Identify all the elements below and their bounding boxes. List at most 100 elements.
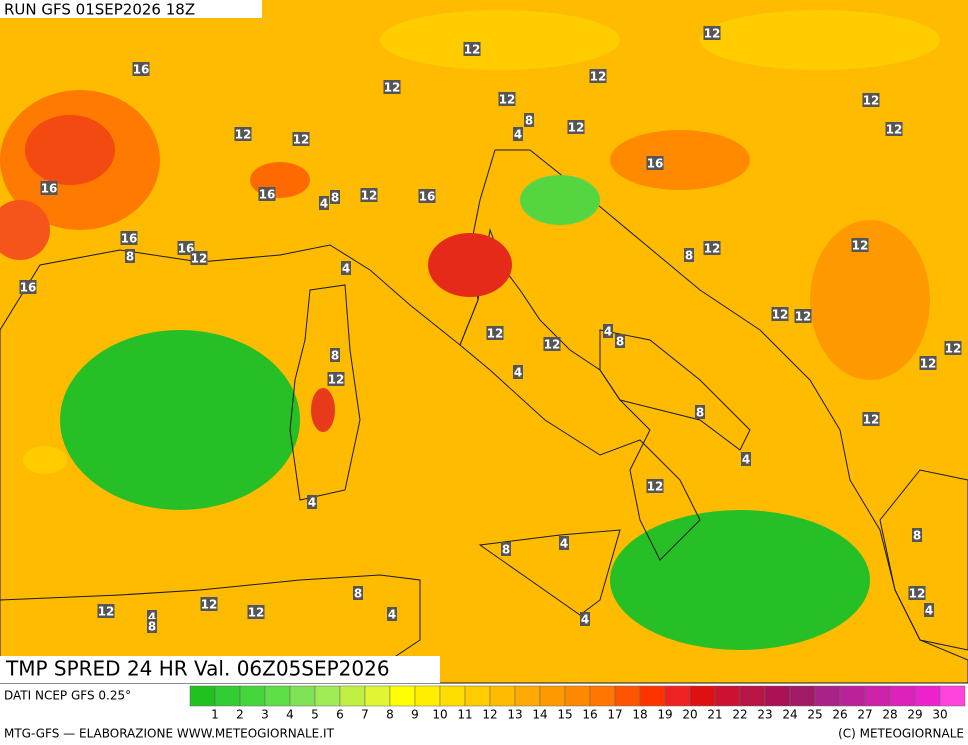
contour-label-text: 16 — [41, 182, 58, 196]
contour-label: 16 — [120, 231, 138, 246]
contour-label: 12 — [463, 42, 481, 57]
contour-label-box — [200, 597, 218, 611]
contour-label-text: 4 — [604, 325, 612, 339]
contour-label-box — [190, 251, 208, 265]
mild-area — [380, 10, 620, 70]
contour-label-box — [418, 189, 436, 203]
legend-level: 15 — [557, 708, 572, 722]
contour-label: 4 — [603, 324, 613, 339]
legend-level: 28 — [882, 708, 897, 722]
contour-label: 4 — [741, 452, 751, 467]
contour-label: 12 — [567, 120, 585, 135]
contour-label-box — [319, 196, 329, 210]
contour-label-text: 12 — [201, 598, 218, 612]
legend-swatch — [664, 685, 691, 707]
contour-label: 8 — [684, 248, 694, 263]
contour-label-box — [703, 26, 721, 40]
copyright: (C) METEOGIORNALE — [838, 727, 964, 741]
map-title: TMP SPRED 24 HR Val. 06Z05SEP2026 — [5, 657, 390, 681]
contour-label-text: 12 — [248, 606, 265, 620]
legend-swatch — [339, 685, 366, 707]
contour-label-box — [19, 280, 37, 294]
contour-label-text: 12 — [191, 252, 208, 266]
contour-label-text: 16 — [133, 63, 150, 77]
sea-shade — [520, 175, 600, 225]
contour-label: 12 — [292, 132, 310, 147]
contour-label: 12 — [646, 479, 664, 494]
contour-label: 12 — [908, 586, 926, 601]
contour-label-text: 12 — [863, 94, 880, 108]
legend-swatch — [239, 685, 266, 707]
contour-label: 12 — [589, 69, 607, 84]
contour-label-text: 4 — [514, 128, 522, 142]
contour-label-text: 8 — [696, 406, 704, 420]
legend-swatch — [364, 685, 391, 707]
contour-label-text: 12 — [920, 357, 937, 371]
contour-label-box — [513, 365, 523, 379]
contour-label: 4 — [341, 261, 351, 276]
contour-label-box — [741, 452, 751, 466]
contour-label: 4 — [559, 536, 569, 551]
legend-swatch — [214, 685, 241, 707]
legend-swatch — [414, 685, 441, 707]
contour-label-text: 4 — [388, 608, 396, 622]
legend-swatch — [714, 685, 741, 707]
contour-label-box — [501, 542, 511, 556]
contour-label: 12 — [97, 604, 115, 619]
contour-label-box — [147, 610, 157, 624]
contour-label-text: 8 — [913, 529, 921, 543]
contour-label-text: 4 — [581, 613, 589, 627]
contour-label-box — [559, 536, 569, 550]
contour-label-text: 12 — [704, 242, 721, 256]
contour-label-box — [567, 120, 585, 134]
legend-swatch — [739, 685, 766, 707]
legend-swatch — [439, 685, 466, 707]
contour-label: 8 — [353, 586, 363, 601]
hot-area — [311, 388, 335, 432]
contour-label-box — [383, 80, 401, 94]
contour-label-box — [387, 607, 397, 621]
legend-swatch — [289, 685, 316, 707]
legend-level: 5 — [311, 708, 319, 722]
contour-label-box — [862, 93, 880, 107]
legend-swatch — [564, 685, 591, 707]
contour-label-text: 4 — [320, 197, 328, 211]
contour-label: 12 — [771, 307, 789, 322]
data-source: DATI NCEP GFS 0.25° — [4, 689, 131, 703]
contour-label-box — [862, 412, 880, 426]
islet-area — [23, 446, 67, 474]
legend-level: 19 — [657, 708, 672, 722]
contour-label-box — [615, 334, 625, 348]
apulia — [599, 329, 751, 451]
hot-area — [428, 233, 512, 297]
contour-label-box — [580, 612, 590, 626]
contour-label-box — [919, 356, 937, 370]
contour-label-text: 12 — [328, 373, 345, 387]
contour-label-box — [646, 479, 664, 493]
contour-label: 4 — [307, 495, 317, 510]
legend-swatch — [264, 685, 291, 707]
contour-label: 4 — [147, 610, 157, 625]
legend-level: 21 — [707, 708, 722, 722]
contour-label-box — [247, 605, 265, 619]
contour-label-box — [851, 238, 869, 252]
sicily — [478, 529, 621, 616]
greece — [879, 469, 968, 651]
contour-label-text: 12 — [852, 239, 869, 253]
legend-level: 17 — [607, 708, 622, 722]
contour-label: 12 — [862, 93, 880, 108]
contour-label: 12 — [360, 188, 378, 203]
contour-label-box — [589, 69, 607, 83]
contour-label-box — [307, 495, 317, 509]
contour-label-box — [125, 249, 135, 263]
contour-label: 12 — [703, 241, 721, 256]
legend-level: 11 — [457, 708, 472, 722]
legend-level: 3 — [261, 708, 269, 722]
contour-label-box — [524, 113, 534, 127]
contour-label-text: 8 — [525, 114, 533, 128]
contour-label-box — [603, 324, 613, 338]
legend-level: 10 — [432, 708, 447, 722]
contour-label: 4 — [580, 612, 590, 627]
